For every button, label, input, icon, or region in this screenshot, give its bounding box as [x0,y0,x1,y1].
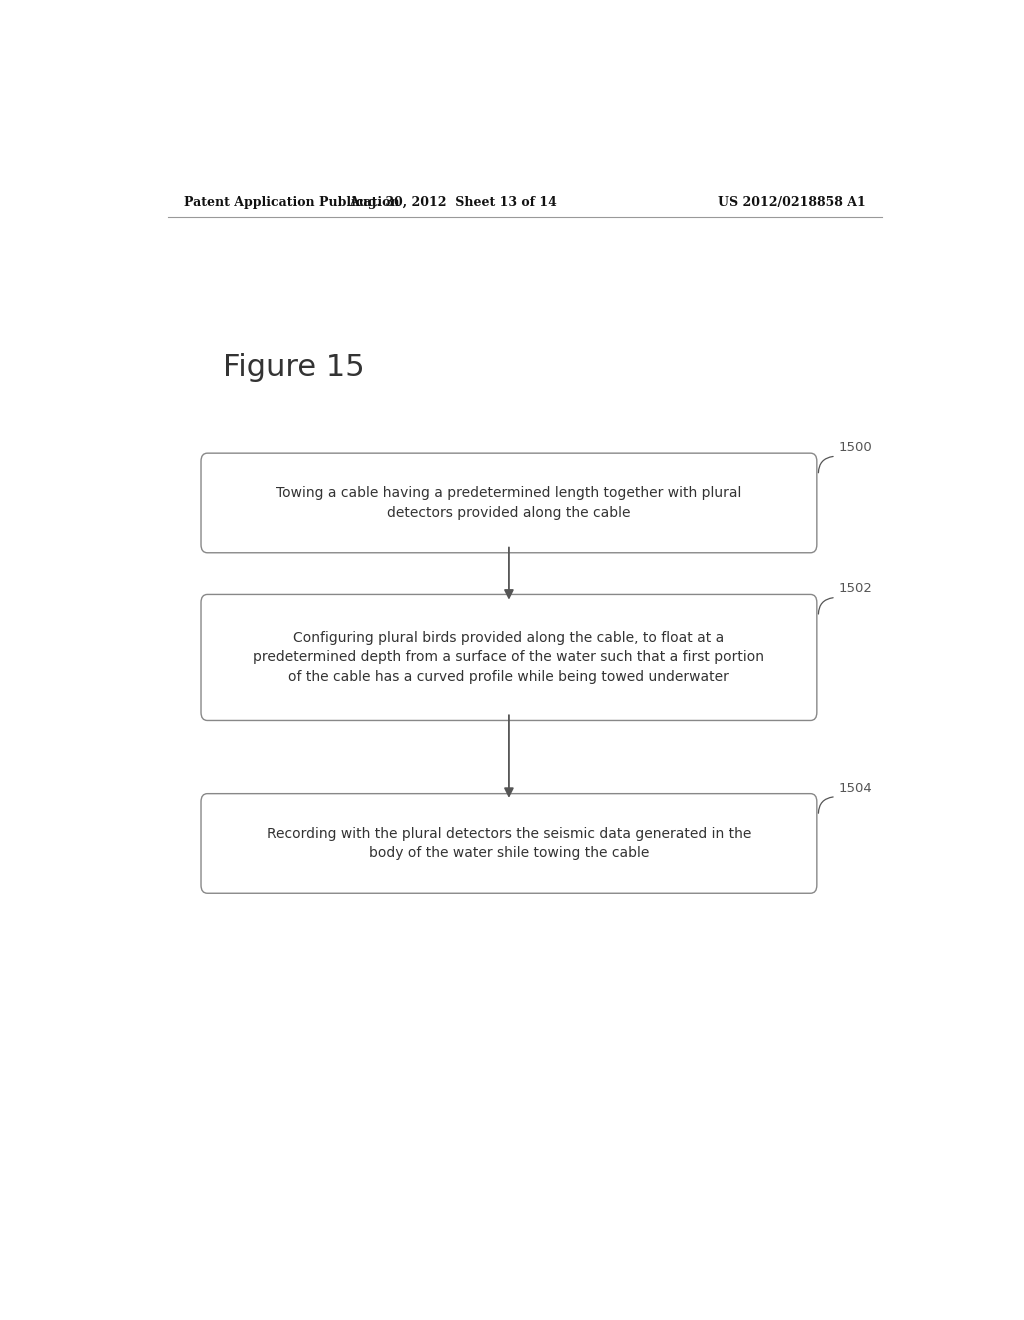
Text: Patent Application Publication: Patent Application Publication [183,197,399,210]
Text: 1500: 1500 [839,441,872,454]
FancyBboxPatch shape [201,453,817,553]
FancyBboxPatch shape [201,793,817,894]
FancyBboxPatch shape [201,594,817,721]
Text: 1504: 1504 [839,781,872,795]
Text: 1502: 1502 [839,582,872,595]
Text: Aug. 30, 2012  Sheet 13 of 14: Aug. 30, 2012 Sheet 13 of 14 [349,197,557,210]
Text: Figure 15: Figure 15 [223,352,365,381]
Text: Configuring plural birds provided along the cable, to float at a
predetermined d: Configuring plural birds provided along … [253,631,765,684]
Text: Towing a cable having a predetermined length together with plural
detectors prov: Towing a cable having a predetermined le… [276,486,741,520]
Text: Recording with the plural detectors the seismic data generated in the
body of th: Recording with the plural detectors the … [266,826,752,861]
Text: US 2012/0218858 A1: US 2012/0218858 A1 [718,197,866,210]
